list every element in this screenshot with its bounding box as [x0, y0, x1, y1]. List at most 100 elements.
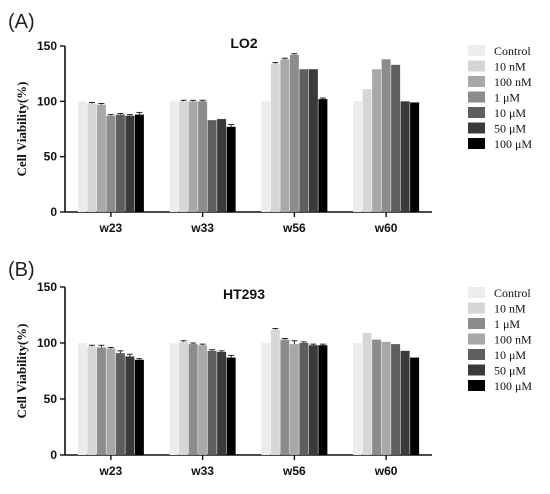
chart-panel-1: (B) HT293 Cell Viability(%) 0 50 100 150 w23 w33…: [8, 259, 532, 478]
bar-w56-3: [289, 54, 299, 212]
x-tick-label: w60: [374, 221, 398, 235]
legend-entry: 1 μM: [494, 91, 520, 105]
y-tick-label: 0: [50, 448, 57, 462]
bar-w60-6: [410, 102, 420, 212]
x-tick-label: w23: [99, 221, 123, 235]
legend-swatch: [468, 76, 485, 87]
x-tick-label: w60: [374, 464, 398, 478]
y-tick-label: 100: [37, 336, 57, 350]
legend-entry: 10 μM: [494, 348, 526, 362]
x-tick-label: w23: [99, 464, 123, 478]
x-tick-label: w33: [190, 464, 214, 478]
bar-w56-6: [318, 99, 328, 212]
panel-label: (B): [8, 259, 35, 281]
bar-w60-4: [391, 344, 401, 455]
bar-w23-3: [106, 115, 116, 212]
bar-w33-2: [188, 101, 198, 212]
legend-swatch: [468, 302, 485, 314]
legend-entry: 50 μM: [494, 122, 526, 136]
legend-swatch: [468, 287, 485, 298]
bar-w33-3: [198, 101, 208, 212]
bar-w60-2: [372, 339, 382, 455]
legend-swatch: [468, 60, 485, 72]
legend-entry: 10 nM: [494, 302, 526, 316]
bar-w60-5: [400, 350, 410, 455]
bar-w33-4: [207, 350, 217, 455]
bar-w23-2: [96, 104, 106, 212]
bar-w56-0: [261, 343, 271, 455]
legend-entry: 1 μM: [494, 317, 520, 331]
bar-w60-3: [381, 341, 391, 455]
bar-w60-0: [353, 101, 363, 212]
bar-w56-5: [308, 69, 318, 213]
legend-swatch: [468, 122, 485, 134]
bar-w60-1: [362, 89, 372, 212]
bar-w56-4: [299, 69, 309, 213]
y-tick-label: 50: [44, 150, 58, 164]
legend-swatch: [468, 349, 485, 360]
bar-w23-0: [77, 101, 87, 212]
y-tick-label: 100: [37, 94, 57, 108]
chart-panel-0: (A) LO2 Cell Viability(%) 0 50 100 150 w23 w33 w5…: [8, 11, 532, 235]
legend-swatch: [468, 45, 485, 56]
bar-w23-0: [77, 343, 87, 455]
bar-w23-5: [125, 115, 135, 212]
bar-w23-6: [134, 359, 144, 455]
bar-w23-4: [115, 353, 125, 455]
bar-w33-1: [179, 101, 189, 212]
bar-w33-5: [217, 119, 227, 212]
bar-w60-2: [372, 69, 382, 213]
bar-w60-0: [353, 343, 363, 455]
legend-entry: 10 μM: [494, 106, 526, 120]
x-tick-label: w56: [282, 464, 306, 478]
bar-w33-5: [217, 351, 227, 455]
bar-w23-6: [134, 114, 144, 212]
bar-w23-2: [96, 347, 106, 455]
legend-entry: Control: [494, 286, 531, 300]
y-axis-label: Cell Viability(%): [14, 82, 29, 177]
legend-swatch: [468, 380, 485, 391]
bar-w56-3: [289, 344, 299, 455]
x-tick-label: w56: [282, 221, 306, 235]
bar-w33-0: [169, 343, 179, 455]
bar-w33-1: [179, 341, 189, 455]
bar-w33-6: [226, 126, 236, 212]
y-tick-label: 0: [50, 205, 57, 219]
bar-w56-2: [280, 59, 290, 212]
y-tick-label: 50: [44, 392, 58, 406]
bar-w60-4: [391, 64, 401, 213]
legend-entry: 100 μM: [494, 137, 532, 151]
bar-w33-3: [198, 345, 208, 455]
legend-swatch: [468, 107, 485, 118]
bar-w23-5: [125, 356, 135, 455]
bar-w33-4: [207, 120, 217, 212]
bar-w56-4: [299, 343, 309, 455]
y-tick-label: 150: [37, 280, 57, 294]
bar-w33-0: [169, 101, 179, 212]
bar-w23-4: [115, 114, 125, 212]
bar-w56-1: [270, 329, 280, 455]
legend-swatch: [468, 318, 485, 329]
bar-w33-2: [188, 344, 198, 455]
bar-w56-2: [280, 339, 290, 455]
legend-swatch: [468, 138, 485, 149]
legend-entry: 50 μM: [494, 364, 526, 378]
bar-w56-5: [308, 345, 318, 455]
bar-w60-1: [362, 332, 372, 455]
chart-title: HT293: [223, 286, 265, 302]
bar-w60-5: [400, 101, 410, 212]
bar-w56-0: [261, 101, 271, 212]
legend-swatch: [468, 91, 485, 103]
legend-swatch: [468, 333, 485, 345]
bar-w23-3: [106, 348, 116, 455]
legend-entry: 10 nM: [494, 60, 526, 74]
bar-w23-1: [87, 346, 97, 455]
bar-w60-3: [381, 59, 391, 212]
legend-entry: 100 nM: [494, 333, 532, 347]
legend-entry: 100 μM: [494, 379, 532, 393]
legend-entry: 100 nM: [494, 75, 532, 89]
legend-entry: Control: [494, 44, 531, 58]
bar-w60-6: [410, 357, 420, 455]
panel-label: (A): [8, 11, 35, 33]
